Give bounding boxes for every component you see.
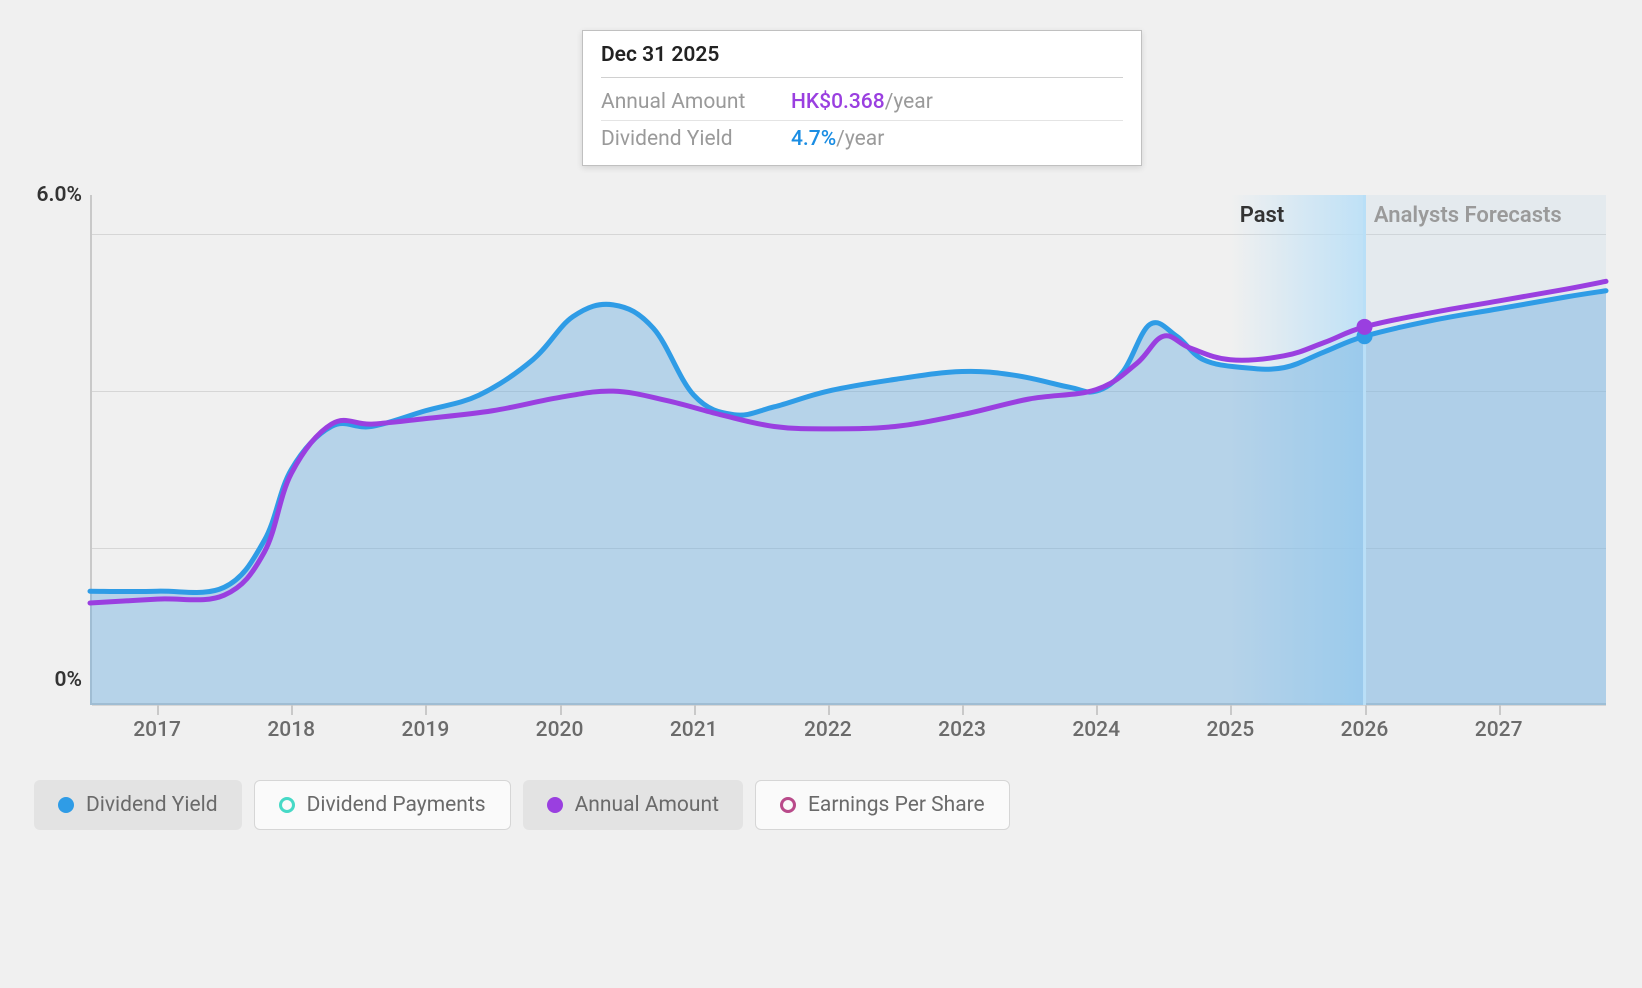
chart-svg <box>90 195 1606 705</box>
dividend-chart: 6.0% 0% Past Analysts Forecasts Dec 31 2… <box>0 0 1642 988</box>
tooltip-unit-yield: /year <box>836 127 884 151</box>
x-tick-label-2024: 2024 <box>1072 718 1120 742</box>
x-tick-label-2019: 2019 <box>402 718 450 742</box>
x-tick-label-2026: 2026 <box>1341 718 1389 742</box>
x-tick-label-2023: 2023 <box>938 718 986 742</box>
legend-item-dividend-yield[interactable]: Dividend Yield <box>34 780 242 830</box>
legend-dot-annual-amount <box>547 797 563 813</box>
y-tick-label-6: 6.0% <box>37 183 82 207</box>
legend-label-dividend-payments: Dividend Payments <box>307 793 486 817</box>
legend-item-eps[interactable]: Earnings Per Share <box>755 780 1010 830</box>
x-tick-label-2018: 2018 <box>267 718 315 742</box>
chart-legend: Dividend Yield Dividend Payments Annual … <box>34 780 1010 830</box>
legend-label-dividend-yield: Dividend Yield <box>86 793 218 817</box>
tooltip-value-amount: HK$0.368 <box>791 90 885 114</box>
tooltip-row-annual-amount: Annual Amount HK$0.368/year <box>601 84 1123 121</box>
legend-label-annual-amount: Annual Amount <box>575 793 719 817</box>
legend-ring-dividend-payments <box>279 797 295 813</box>
x-tick-label-2027: 2027 <box>1475 718 1523 742</box>
legend-label-eps: Earnings Per Share <box>808 793 985 817</box>
chart-tooltip: Dec 31 2025 Annual Amount HK$0.368/year … <box>582 30 1142 166</box>
legend-item-annual-amount[interactable]: Annual Amount <box>523 780 743 830</box>
x-tick-label-2022: 2022 <box>804 718 852 742</box>
x-tick-label-2017: 2017 <box>133 718 181 742</box>
x-tick-label-2020: 2020 <box>536 718 584 742</box>
tooltip-unit-amount: /year <box>885 90 933 114</box>
y-tick-label-0: 0% <box>55 668 83 692</box>
tooltip-label-yield: Dividend Yield <box>601 127 791 151</box>
legend-ring-eps <box>780 797 796 813</box>
x-tick-label-2021: 2021 <box>670 718 718 742</box>
x-tick-label-2025: 2025 <box>1206 718 1254 742</box>
legend-dot-dividend-yield <box>58 797 74 813</box>
legend-item-dividend-payments[interactable]: Dividend Payments <box>254 780 511 830</box>
forecast-region-label: Analysts Forecasts <box>1374 203 1562 228</box>
tooltip-value-yield: 4.7% <box>791 127 836 151</box>
tooltip-date: Dec 31 2025 <box>601 43 1123 78</box>
tooltip-label-amount: Annual Amount <box>601 90 791 114</box>
past-region-label: Past <box>1240 203 1285 228</box>
tooltip-row-dividend-yield: Dividend Yield 4.7%/year <box>601 121 1123 157</box>
